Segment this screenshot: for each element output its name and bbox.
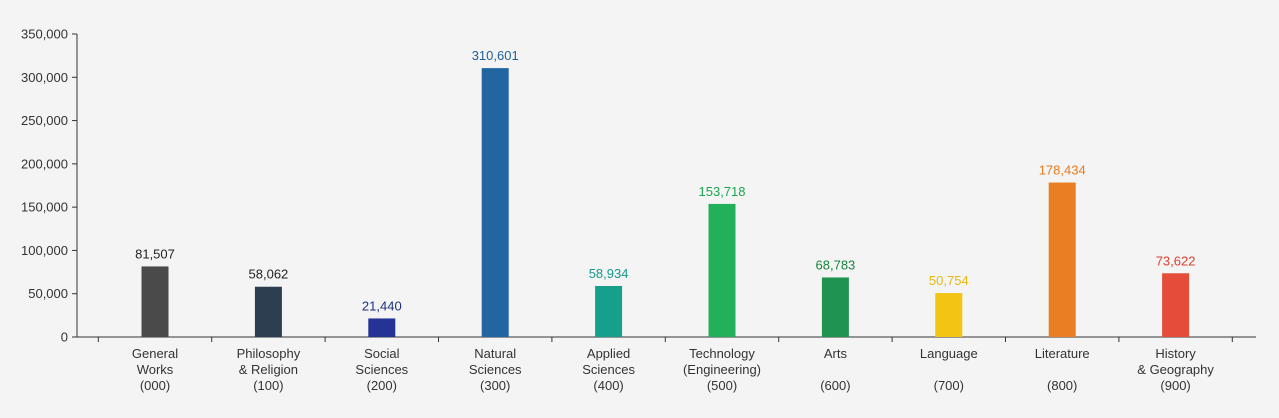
category-label: & Geography xyxy=(1137,362,1214,377)
y-tick-label: 0 xyxy=(61,330,68,345)
category-label: (100) xyxy=(253,378,283,393)
bar xyxy=(368,318,396,337)
bar-value-label: 178,434 xyxy=(1039,163,1086,178)
category-label: (500) xyxy=(707,378,737,393)
category-label: Works xyxy=(137,362,174,377)
bar-value-label: 68,783 xyxy=(816,257,856,272)
bar-value-label: 153,718 xyxy=(699,184,746,199)
category-label: (200) xyxy=(367,378,397,393)
category-label: (Engineering) xyxy=(683,362,761,377)
category-label: Literature xyxy=(1035,346,1090,361)
category-label: Philosophy xyxy=(237,346,301,361)
category-label: (300) xyxy=(480,378,510,393)
category-label: (600) xyxy=(820,378,850,393)
bar-value-label: 81,507 xyxy=(135,246,175,261)
y-axis: 0 50,000 100,000 150,000 200,000 250,000 300,0… xyxy=(21,27,78,345)
y-tick-label: 200,000 xyxy=(21,156,68,171)
category-label: Arts xyxy=(824,346,848,361)
category-label: Applied xyxy=(587,346,630,361)
value-labels: 81,507 58,062 21,440 310,601 58,934 153,718 68… xyxy=(135,48,1195,313)
bar xyxy=(935,293,963,337)
category-label: Sciences xyxy=(469,362,522,377)
bar-value-label: 50,754 xyxy=(929,273,969,288)
bar xyxy=(595,285,623,337)
y-tick-label: 150,000 xyxy=(21,200,68,215)
category-label: Language xyxy=(920,346,978,361)
bars xyxy=(141,68,1190,337)
category-label: (700) xyxy=(934,378,964,393)
category-label: & Religion xyxy=(239,362,298,377)
y-tick-label: 300,000 xyxy=(21,70,68,85)
category-label: (400) xyxy=(593,378,623,393)
bar xyxy=(481,68,509,337)
y-tick-label: 50,000 xyxy=(28,286,68,301)
bar xyxy=(141,266,169,337)
bar-value-label: 21,440 xyxy=(362,298,402,313)
y-tick-label: 350,000 xyxy=(21,27,68,42)
category-label: (800) xyxy=(1047,378,1077,393)
bar xyxy=(708,203,736,337)
category-label: Technology xyxy=(689,346,755,361)
bar-value-label: 73,622 xyxy=(1156,253,1196,268)
bar xyxy=(254,286,282,337)
category-label: (000) xyxy=(140,378,170,393)
y-tick-label: 250,000 xyxy=(21,113,68,128)
category-label: Sciences xyxy=(582,362,635,377)
bar xyxy=(1162,273,1190,337)
bar-value-label: 58,934 xyxy=(589,266,629,281)
bar xyxy=(1048,182,1076,337)
bar-value-label: 58,062 xyxy=(249,267,289,282)
category-label: (900) xyxy=(1160,378,1190,393)
x-axis xyxy=(77,336,1256,342)
category-label: Sciences xyxy=(355,362,408,377)
category-label: Social xyxy=(364,346,400,361)
bar-value-label: 310,601 xyxy=(472,48,519,63)
category-label: Natural xyxy=(474,346,516,361)
bar xyxy=(821,277,849,337)
category-label: General xyxy=(132,346,178,361)
y-tick-label: 100,000 xyxy=(21,243,68,258)
category-label: History xyxy=(1155,346,1196,361)
